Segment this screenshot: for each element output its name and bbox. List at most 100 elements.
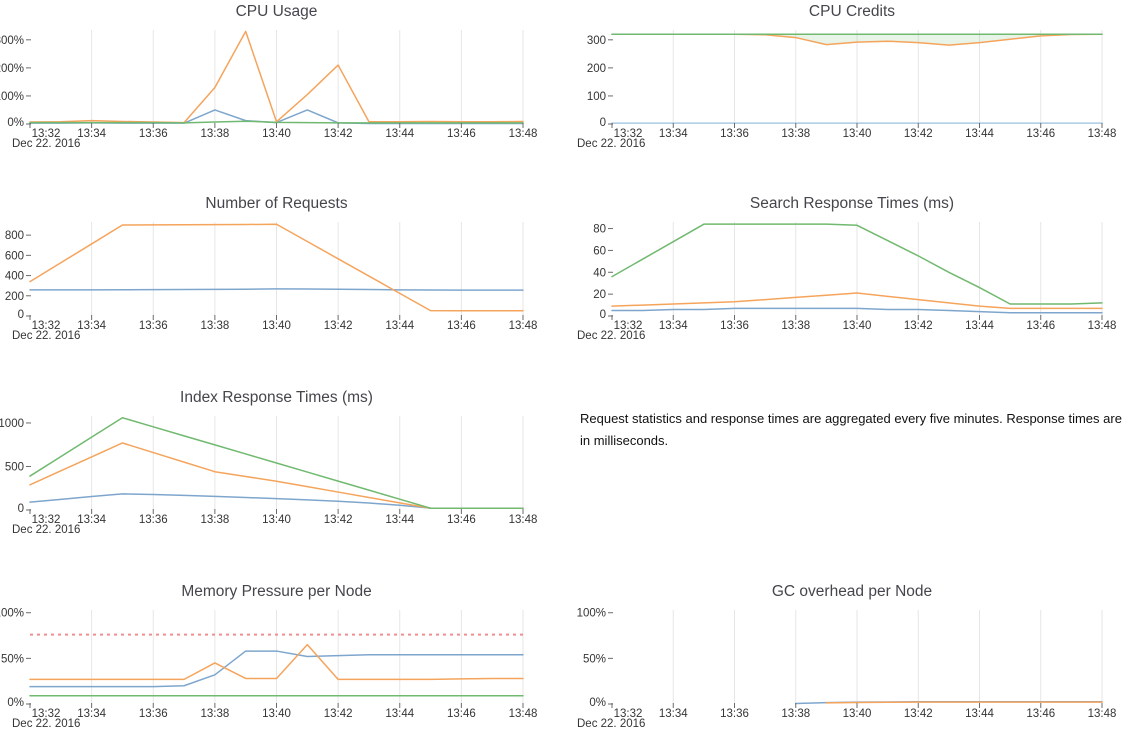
orange-series	[825, 701, 1103, 704]
x-tick-label: 13:36	[139, 708, 168, 720]
aggregation-note: Request statistics and response times ar…	[580, 411, 1122, 448]
y-tick-label: 200	[5, 291, 24, 303]
x-tick-label: 13:40	[843, 128, 872, 140]
x-tick-label: 13:46	[1026, 320, 1055, 332]
memory-pressure-plot: 0% 50% 100% 13:32 13:34 13:36 13:38 13:40 13:42 1…	[0, 608, 538, 720]
chart-cell-index-response-times: 0 500 1000 13:32 13:34 13:36 13:38 13:40 13:42 13…	[0, 386, 565, 561]
y-tick-label: 1000	[0, 418, 24, 430]
y-tick-label: 80	[593, 224, 606, 236]
chart-title-index-response-times: Index Response Times (ms)	[180, 389, 373, 406]
y-tick-label: 40	[593, 267, 606, 279]
x-tick-label: 13:46	[1026, 128, 1055, 140]
x-tick-label: 13:42	[904, 708, 933, 720]
orange-series	[29, 643, 524, 681]
x-tick-label: 13:40	[843, 320, 872, 332]
x-tick-label: 13:44	[385, 708, 414, 720]
y-tick-label: 100	[587, 91, 606, 103]
number-of-requests-plot: 0 200 400 600 800 13:32 13:34 13:36 13:38 13:40 13…	[5, 222, 538, 332]
x-tick-label: 13:48	[509, 708, 538, 720]
x-tick-label: 13:32	[32, 708, 61, 720]
chart-title-number-of-requests: Number of Requests	[205, 195, 348, 212]
x-tick-label: 13:42	[324, 708, 353, 720]
cpu-credits-plot: 0 100 200 300 13:32 13:34 13:36 13:38 13:40 13:42…	[587, 30, 1117, 140]
x-tick-label: 13:44	[385, 320, 414, 332]
chart-title-gc-overhead: GC overhead per Node	[771, 583, 933, 600]
x-tick-label: 13:36	[139, 320, 168, 332]
x-tick-label: 13:32	[614, 708, 643, 720]
x-tick-label: 13:38	[781, 128, 810, 140]
y-tick-label: 0%	[589, 697, 606, 709]
y-tick-label: 50%	[583, 653, 606, 665]
x-tick-label: 13:48	[509, 128, 538, 140]
chart-cell-cpu-credits: 0 100 200 300 13:32 13:34 13:36 13:38 13:40 13:42…	[565, 0, 1130, 175]
x-axis-date-label: Dec 22. 2016	[12, 138, 81, 150]
green-series	[29, 120, 524, 124]
blue-series	[29, 288, 524, 291]
chart-title-search-response-times: Search Response Times (ms)	[749, 195, 955, 212]
x-tick-label: 13:42	[904, 320, 933, 332]
y-tick-label: 100%	[0, 608, 24, 620]
y-tick-label: 50%	[1, 653, 24, 665]
green-series	[29, 416, 524, 510]
x-tick-label: 13:46	[447, 320, 476, 332]
x-axis-date-label: Dec 22. 2016	[12, 524, 81, 536]
index-response-times-plot: 0 500 1000 13:32 13:34 13:36 13:38 13:40 13:42 13…	[0, 416, 538, 526]
orange-series	[611, 292, 1103, 310]
gc-overhead-plot: 0% 50% 100% 13:32 13:34 13:36 13:38 13:40 13:42 1…	[577, 608, 1117, 720]
x-tick-label: 13:32	[32, 128, 61, 140]
y-tick-label: 500	[5, 461, 24, 473]
x-tick-label: 13:48	[1088, 708, 1117, 720]
orange-series	[29, 223, 524, 312]
x-tick-label: 13:36	[139, 514, 168, 526]
x-tick-label: 13:36	[720, 708, 749, 720]
blue-series	[29, 650, 524, 688]
x-tick-label: 13:32	[614, 320, 643, 332]
x-tick-label: 13:32	[614, 128, 643, 140]
y-tick-label: 100%	[577, 608, 606, 620]
x-tick-label: 13:48	[509, 514, 538, 526]
x-tick-label: 13:40	[262, 128, 291, 140]
x-tick-label: 13:48	[1088, 128, 1117, 140]
x-axis-date-label: Dec 22. 2016	[12, 330, 81, 342]
x-tick-label: 13:36	[139, 128, 168, 140]
x-tick-label: 13:46	[447, 708, 476, 720]
x-tick-label: 13:44	[965, 128, 994, 140]
x-tick-label: 13:42	[324, 514, 353, 526]
x-tick-label: 13:34	[77, 128, 106, 140]
x-tick-label: 13:38	[200, 128, 229, 140]
y-tick-label: 300	[587, 35, 606, 47]
x-tick-label: 13:36	[720, 320, 749, 332]
y-tick-label: 800	[5, 230, 24, 242]
x-tick-label: 13:32	[32, 514, 61, 526]
y-tick-label: 600	[5, 250, 24, 262]
chart-cell-cpu-usage: 0% 100% 200% 300% 13:32 13:34 13:36 13:38 13:40 1…	[0, 0, 565, 175]
y-tick-label: 0%	[7, 117, 24, 129]
x-tick-label: 13:38	[200, 320, 229, 332]
x-tick-label: 13:48	[509, 320, 538, 332]
x-tick-label: 13:40	[262, 514, 291, 526]
blue-series	[611, 307, 1103, 314]
y-tick-label: 0	[18, 309, 24, 321]
x-axis-date-label: Dec 22. 2016	[577, 330, 646, 342]
x-tick-label: 13:46	[447, 128, 476, 140]
y-tick-label: 100%	[0, 91, 24, 103]
x-tick-label: 13:34	[659, 708, 688, 720]
y-tick-label: 300%	[0, 35, 24, 47]
x-axis-date-label: Dec 22. 2016	[577, 138, 646, 150]
y-tick-label: 0	[600, 117, 606, 129]
green-series	[611, 223, 1103, 305]
x-tick-label: 13:46	[447, 514, 476, 526]
y-tick-label: 400	[5, 271, 24, 283]
x-axis-date-label: Dec 22. 2016	[577, 718, 646, 730]
chart-cell-number-of-requests: 0 200 400 600 800 13:32 13:34 13:36 13:38 13:40 13…	[0, 192, 565, 367]
chart-cell-gc-overhead: 0% 50% 100% 13:32 13:34 13:36 13:38 13:40 13:42 1…	[565, 580, 1130, 741]
x-tick-label: 13:42	[324, 320, 353, 332]
chart-cell-memory-pressure: 0% 50% 100% 13:32 13:34 13:36 13:38 13:40 13:42 1…	[0, 580, 565, 741]
x-tick-label: 13:38	[781, 320, 810, 332]
x-tick-label: 13:34	[77, 708, 106, 720]
search-response-times-plot: 0 20 40 60 80 13:32 13:34 13:36 13:38 13:40 13:42 1…	[593, 222, 1116, 332]
x-tick-label: 13:40	[843, 708, 872, 720]
note-cell: Request statistics and response times ar…	[565, 386, 1130, 561]
x-tick-label: 13:44	[965, 708, 994, 720]
